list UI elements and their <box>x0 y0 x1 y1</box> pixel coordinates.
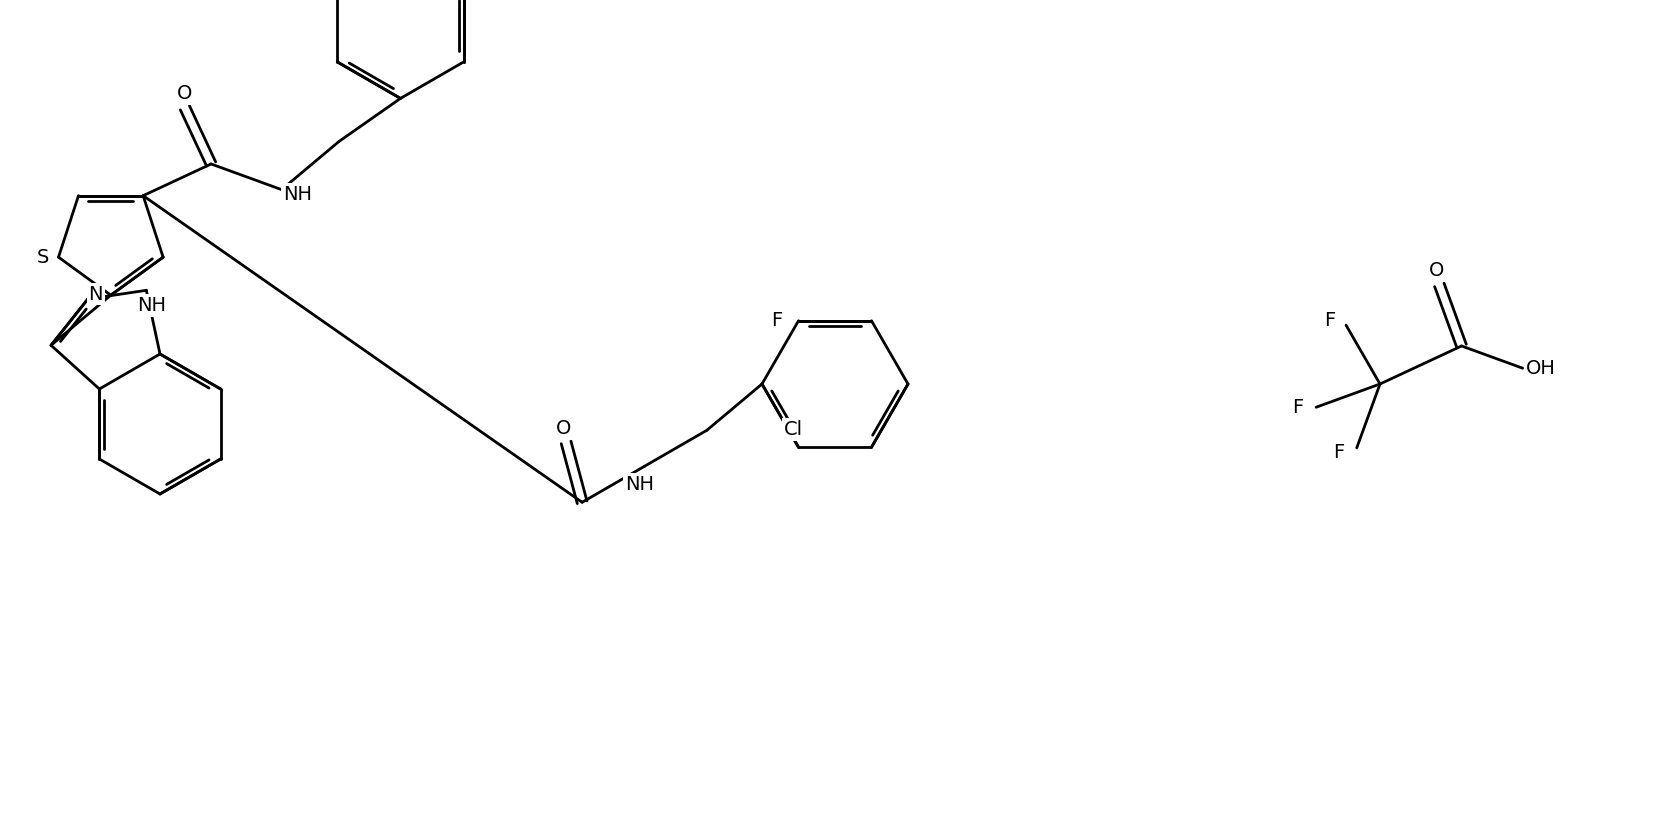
Text: O: O <box>555 419 571 438</box>
Text: F: F <box>771 311 781 330</box>
Text: N: N <box>88 285 103 304</box>
Text: OH: OH <box>1526 359 1556 378</box>
Text: NH: NH <box>137 295 167 315</box>
Text: O: O <box>1429 261 1444 280</box>
Text: F: F <box>1293 398 1304 417</box>
Text: O: O <box>177 85 193 103</box>
Text: S: S <box>37 247 48 267</box>
Text: NH: NH <box>625 475 655 494</box>
Text: Cl: Cl <box>785 420 803 439</box>
Text: F: F <box>1333 444 1344 462</box>
Text: F: F <box>1324 311 1336 330</box>
Text: NH: NH <box>283 185 312 204</box>
